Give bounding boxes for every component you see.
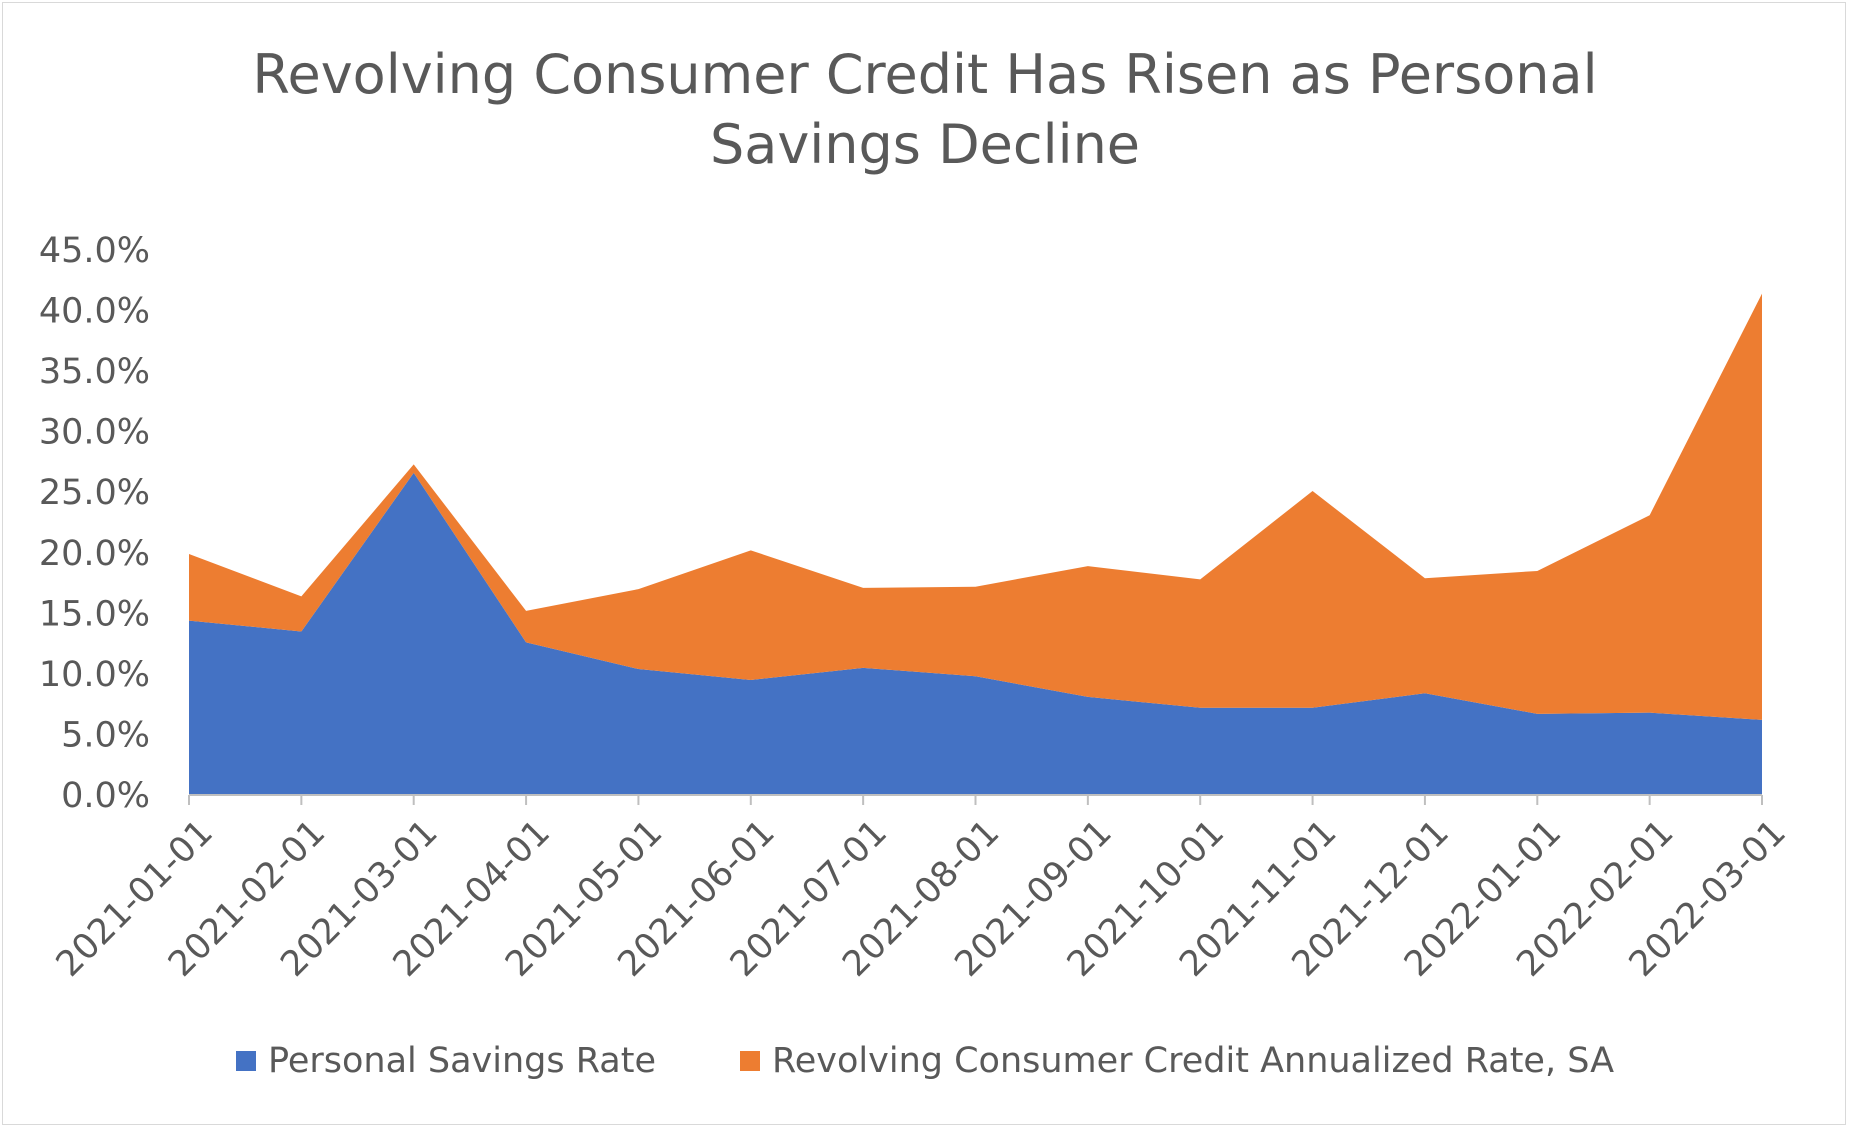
y-tick-label: 40.0% (39, 292, 150, 332)
chart-title: Revolving Consumer Credit Has Risen as P… (0, 40, 1850, 180)
y-tick-label: 35.0% (39, 352, 150, 392)
y-tick-label: 45.0% (39, 231, 150, 271)
legend-swatch-savings (235, 1051, 256, 1071)
y-tick-label: 5.0% (61, 715, 150, 755)
y-tick-label: 15.0% (39, 594, 150, 634)
chart-title-line-2: Savings Decline (709, 113, 1141, 176)
y-tick-label: 10.0% (39, 655, 150, 695)
series-area-credit (189, 293, 1762, 720)
legend-item-savings: Personal Savings Rate (235, 1041, 656, 1081)
y-tick-label: 20.0% (39, 534, 150, 574)
y-tick-label: 30.0% (39, 413, 150, 453)
chart-title-line-1: Revolving Consumer Credit Has Risen as P… (252, 43, 1598, 106)
y-tick-label: 0.0% (61, 776, 150, 816)
legend: Personal Savings Rate Revolving Consumer… (0, 1036, 1850, 1086)
legend-swatch-credit (740, 1051, 760, 1071)
legend-label-credit: Revolving Consumer Credit Annualized Rat… (772, 1041, 1615, 1081)
y-tick-label: 25.0% (39, 473, 150, 513)
series-area-savings (189, 472, 1762, 795)
legend-label-savings: Personal Savings Rate (267, 1041, 656, 1081)
legend-item-credit: Revolving Consumer Credit Annualized Rat… (740, 1041, 1614, 1081)
